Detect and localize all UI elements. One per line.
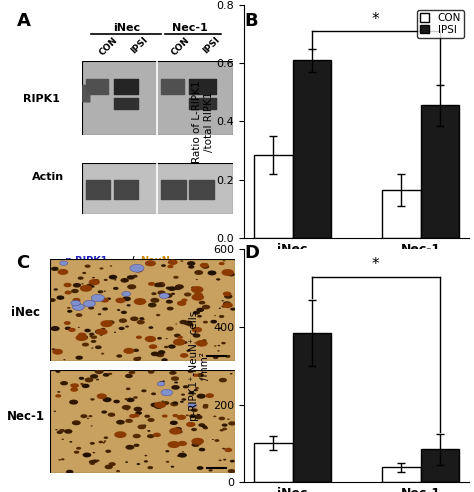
Text: B: B — [244, 12, 258, 31]
Bar — [254, 155, 292, 238]
Text: RIPK1: RIPK1 — [23, 94, 60, 104]
Text: Actin: Actin — [32, 172, 64, 182]
Bar — [382, 467, 420, 482]
Text: D: D — [244, 244, 259, 262]
Text: CON: CON — [98, 35, 119, 57]
Bar — [292, 333, 331, 482]
Text: iNec: iNec — [11, 306, 40, 319]
Text: *: * — [372, 257, 380, 272]
Text: *: * — [372, 12, 380, 27]
Text: Nec-1: Nec-1 — [172, 23, 208, 33]
Y-axis label: p-RIPK1⁺-NeuN⁺ cells
/mm²: p-RIPK1⁺-NeuN⁺ cells /mm² — [189, 310, 210, 421]
Text: NeuN: NeuN — [140, 256, 170, 266]
Text: IPSI: IPSI — [129, 35, 149, 56]
Text: C: C — [17, 254, 30, 272]
Text: /: / — [131, 256, 135, 266]
Bar — [382, 190, 420, 238]
Text: CON: CON — [170, 35, 191, 57]
Text: A: A — [17, 12, 30, 30]
Y-axis label: Ratio of L-RIPK1
/total RIPK1: Ratio of L-RIPK1 /total RIPK1 — [192, 80, 214, 162]
Text: p-RIPK1: p-RIPK1 — [64, 256, 107, 266]
Bar — [420, 449, 459, 482]
Legend: CON, IPSI: CON, IPSI — [417, 10, 464, 38]
Text: iNec: iNec — [113, 23, 140, 33]
Bar — [254, 443, 292, 482]
Bar — [292, 60, 331, 238]
Text: IPSI: IPSI — [201, 35, 222, 56]
Bar — [420, 105, 459, 238]
Text: Nec-1: Nec-1 — [7, 410, 45, 424]
